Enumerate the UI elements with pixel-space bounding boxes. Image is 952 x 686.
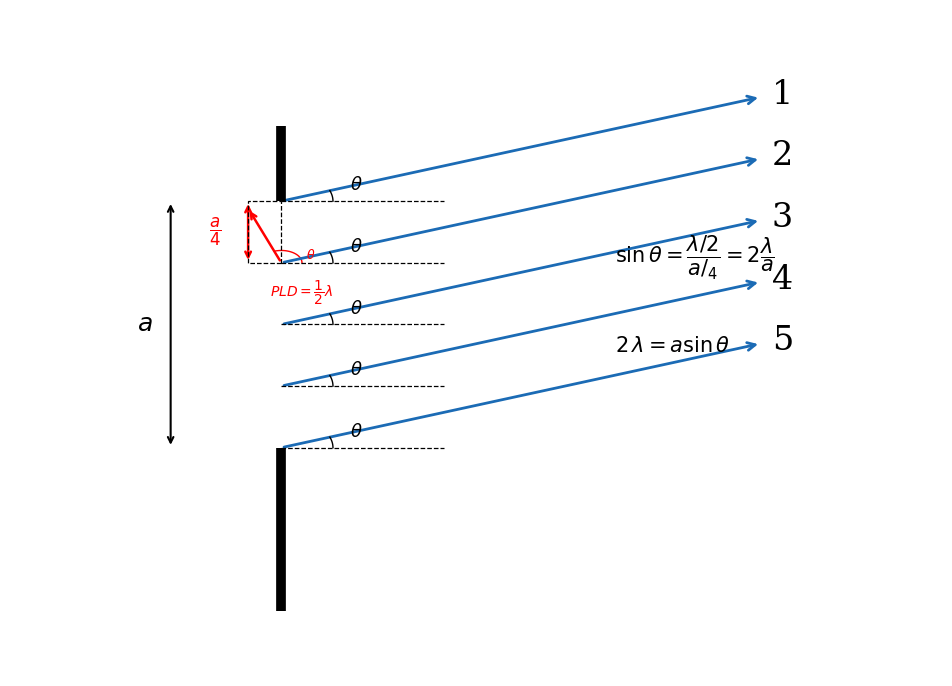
Text: $\theta$: $\theta$ — [350, 423, 363, 441]
Text: 1: 1 — [772, 79, 793, 111]
Text: $\theta$: $\theta$ — [350, 300, 363, 318]
Text: $\theta$: $\theta$ — [350, 361, 363, 379]
Text: 5: 5 — [772, 325, 793, 357]
Text: $\dfrac{a}{4}$: $\dfrac{a}{4}$ — [208, 216, 221, 248]
Text: 2: 2 — [772, 141, 793, 172]
Text: 4: 4 — [772, 263, 793, 296]
Text: $PLD = \dfrac{1}{2}\lambda$: $PLD = \dfrac{1}{2}\lambda$ — [270, 279, 333, 307]
Text: $\sin\theta = \dfrac{\lambda/2}{a/_4} = 2\dfrac{\lambda}{a}$: $\sin\theta = \dfrac{\lambda/2}{a/_4} = … — [615, 235, 774, 283]
Text: $\theta$: $\theta$ — [306, 248, 315, 262]
Bar — [248, 201, 282, 263]
Text: $2\,\lambda = a\sin\theta$: $2\,\lambda = a\sin\theta$ — [615, 336, 730, 357]
Text: 3: 3 — [772, 202, 793, 234]
Text: $\theta$: $\theta$ — [350, 238, 363, 256]
Text: $a$: $a$ — [137, 312, 152, 336]
Text: $\theta$: $\theta$ — [350, 176, 363, 194]
